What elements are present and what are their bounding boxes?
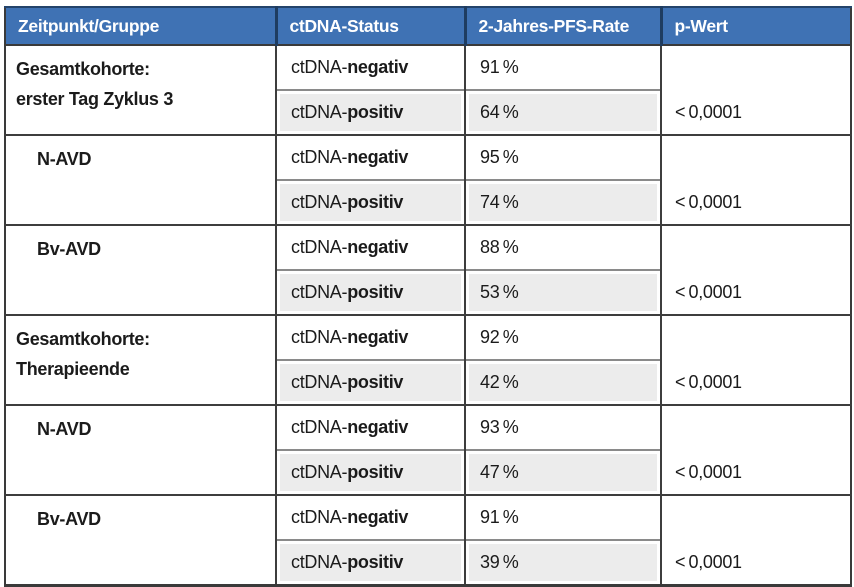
column-header-ctdna-status: ctDNA-Status	[274, 6, 465, 46]
status-prefix: ctDNA-	[291, 327, 348, 347]
group-label-cell: N-AVD	[5, 404, 277, 495]
group-label-line: Gesamtkohorte:	[16, 329, 150, 349]
table-row: ctDNA-positiv 53 %	[5, 269, 851, 315]
table-row: Bv-AVD ctDNA-negativ 91 % < 0,0001	[5, 494, 851, 586]
ctdna-status-cell: ctDNA-negativ	[276, 224, 465, 270]
status-value: negativ	[347, 147, 409, 167]
pfs-rate-cell: 39 %	[464, 539, 661, 586]
ctdna-status-cell: ctDNA-negativ	[276, 314, 465, 360]
table-row: Bv-AVD ctDNA-negativ 88 % < 0,0001	[5, 224, 851, 315]
status-prefix: ctDNA-	[291, 102, 348, 122]
group-label-line: N-AVD	[37, 419, 92, 439]
pfs-rate-cell: 92 %	[464, 314, 661, 360]
column-header-p-wert: p-Wert	[659, 6, 851, 46]
column-header-pfs-rate: 2-Jahres-PFS-Rate	[463, 6, 661, 46]
status-value: positiv	[347, 102, 404, 122]
status-value: positiv	[347, 192, 404, 212]
ctdna-status-cell: ctDNA-negativ	[276, 404, 465, 450]
status-prefix: ctDNA-	[291, 507, 348, 527]
status-value: negativ	[347, 57, 409, 77]
pfs-rate-cell: 91 %	[464, 494, 661, 540]
group-label-line: Gesamtkohorte:	[16, 59, 150, 79]
status-prefix: ctDNA-	[291, 147, 348, 167]
group-label-cell: Bv-AVD	[5, 224, 277, 315]
table-header-row: Zeitpunkt/Gruppe ctDNA-Status 2-Jahres-P…	[5, 6, 851, 46]
status-value: negativ	[347, 327, 409, 347]
column-header-zeitpunkt-gruppe: Zeitpunkt/Gruppe	[5, 6, 276, 46]
ctdna-status-cell: ctDNA-positiv	[276, 179, 465, 225]
p-value-cell: < 0,0001	[660, 134, 851, 225]
pfs-rate-cell: 42 %	[464, 359, 661, 405]
table-row: N-AVD ctDNA-negativ 95 % < 0,0001	[5, 134, 851, 225]
pfs-rate-cell: 53 %	[464, 269, 661, 315]
group-label-line: N-AVD	[37, 149, 92, 169]
status-prefix: ctDNA-	[291, 57, 348, 77]
group-label-line: Bv-AVD	[37, 239, 101, 259]
pfs-rate-cell: 74 %	[464, 179, 661, 225]
pfs-table: Zeitpunkt/Gruppe ctDNA-Status 2-Jahres-P…	[4, 6, 852, 587]
pfs-rate-cell: 91 %	[464, 45, 661, 90]
p-value-cell: < 0,0001	[660, 404, 851, 495]
status-value: positiv	[347, 282, 404, 302]
pfs-rate-cell: 64 %	[464, 89, 661, 135]
status-value: negativ	[347, 507, 409, 527]
pfs-rate-cell: 88 %	[464, 224, 661, 270]
status-value: positiv	[347, 552, 404, 572]
status-prefix: ctDNA-	[291, 192, 348, 212]
group-label-cell: Gesamtkohorte: erster Tag Zyklus 3	[5, 45, 277, 135]
ctdna-status-cell: ctDNA-positiv	[276, 89, 465, 135]
p-value-cell: < 0,0001	[660, 224, 851, 315]
status-prefix: ctDNA-	[291, 237, 348, 257]
table-row: ctDNA-positiv 42 %	[5, 359, 851, 405]
status-value: negativ	[347, 237, 409, 257]
ctdna-status-cell: ctDNA-positiv	[276, 539, 465, 586]
ctdna-status-cell: ctDNA-negativ	[276, 45, 465, 90]
ctdna-status-cell: ctDNA-positiv	[276, 269, 465, 315]
group-label-cell: Bv-AVD	[5, 494, 277, 586]
status-prefix: ctDNA-	[291, 372, 348, 392]
pfs-rate-cell: 93 %	[464, 404, 661, 450]
ctdna-status-cell: ctDNA-positiv	[276, 449, 465, 495]
table-row: ctDNA-positiv 74 %	[5, 179, 851, 225]
status-value: positiv	[347, 462, 404, 482]
p-value-cell: < 0,0001	[660, 494, 851, 586]
group-label-line: Therapieende	[16, 359, 130, 379]
table-row: Gesamtkohorte: erster Tag Zyklus 3 ctDNA…	[5, 45, 851, 135]
table-row: ctDNA-positiv 64 %	[5, 89, 851, 135]
group-label-cell: Gesamtkohorte: Therapieende	[5, 314, 277, 405]
status-prefix: ctDNA-	[291, 417, 348, 437]
status-prefix: ctDNA-	[291, 282, 348, 302]
ctdna-status-cell: ctDNA-negativ	[276, 134, 465, 180]
status-prefix: ctDNA-	[291, 462, 348, 482]
table-row: N-AVD ctDNA-negativ 93 % < 0,0001	[5, 404, 851, 495]
group-label-cell: N-AVD	[5, 134, 277, 225]
status-prefix: ctDNA-	[291, 552, 348, 572]
pfs-rate-cell: 47 %	[464, 449, 661, 495]
p-value-cell: < 0,0001	[660, 314, 851, 405]
group-label-line: erster Tag Zyklus 3	[16, 89, 174, 109]
ctdna-status-cell: ctDNA-positiv	[276, 359, 465, 405]
status-value: negativ	[347, 417, 409, 437]
pfs-rate-cell: 95 %	[464, 134, 661, 180]
status-value: positiv	[347, 372, 404, 392]
p-value-cell: < 0,0001	[660, 45, 851, 135]
group-label-line: Bv-AVD	[37, 509, 101, 529]
ctdna-status-cell: ctDNA-negativ	[276, 494, 465, 540]
table-row: ctDNA-positiv 47 %	[5, 449, 851, 495]
table-row: Gesamtkohorte: Therapieende ctDNA-negati…	[5, 314, 851, 405]
